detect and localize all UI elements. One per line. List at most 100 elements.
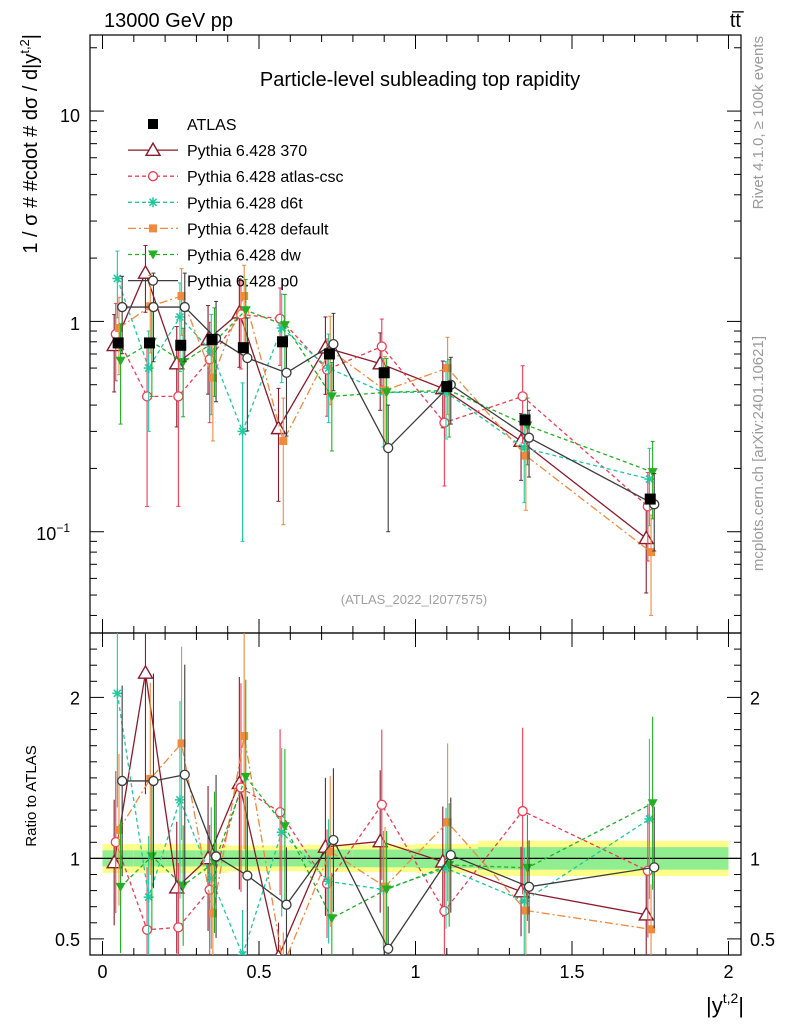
atlas-data-point <box>441 381 453 393</box>
ratio-point-p0 <box>281 899 292 910</box>
series-point-d6t <box>644 474 655 485</box>
legend-label-d6t: Pythia 6.428 d6t <box>187 195 303 212</box>
ratio-point-dw <box>522 863 533 873</box>
legend-label-atlas-csc: Pythia 6.428 atlas-csc <box>187 169 344 186</box>
ratio-line-atlas-csc <box>115 786 649 931</box>
series-point-370 <box>270 419 287 435</box>
series-point-default <box>114 324 123 333</box>
y-tick-label-1: 1 <box>70 314 80 334</box>
legend-label-370: Pythia 6.428 370 <box>187 143 307 160</box>
main-plot <box>89 34 742 634</box>
ratio-point-p0 <box>523 881 535 892</box>
ratio-point-p0 <box>148 775 159 787</box>
ratio-point-d6t <box>237 950 248 955</box>
series-point-p0 <box>383 442 394 454</box>
ratio-point-d6t <box>112 688 123 699</box>
ratio-tick-label: 2 <box>70 688 80 708</box>
series-point-default <box>240 292 249 301</box>
series-point-p0 <box>117 301 128 313</box>
series-point-atlas-csc <box>376 341 387 352</box>
ratio-point-d6t <box>174 794 185 805</box>
ratio-point-default <box>177 739 186 748</box>
legend-label-p0: Pythia 6.428 p0 <box>187 274 298 291</box>
ratio-point-p0 <box>328 834 339 846</box>
ratio-point-default <box>326 847 335 856</box>
ratio-point-dw <box>444 860 455 870</box>
series-point-p0 <box>523 432 535 443</box>
ratio-point-p0 <box>445 849 456 861</box>
ratio-point-atlas-csc <box>376 799 387 810</box>
ratio-point-370 <box>105 854 123 869</box>
legend-label-dw: Pythia 6.428 dw <box>187 248 301 265</box>
series-point-default <box>521 451 530 460</box>
x-tick-label: 1 <box>410 962 420 982</box>
ratio-tick-label: 1 <box>70 849 80 869</box>
series-point-p0 <box>148 301 159 313</box>
ratio-tick-label-right: 2 <box>750 688 760 708</box>
ratio-point-default <box>443 818 452 827</box>
legend: ATLAS Pythia 6.428 370 Pythia 6.428 atlas-… <box>128 117 344 291</box>
ratio-point-dw <box>647 799 658 809</box>
ratio-line-dw <box>120 775 653 920</box>
series-point-dw <box>115 356 126 366</box>
ratio-point-dw <box>240 772 251 782</box>
ratio-point-default <box>240 732 249 741</box>
ratio-point-d6t <box>644 813 655 824</box>
ratio-point-default <box>521 906 530 915</box>
ratio-point-370 <box>137 664 154 679</box>
main-series <box>105 245 660 616</box>
ratio-point-dw <box>279 822 290 832</box>
ratio-y-axis-title: Ratio to ATLAS <box>23 745 40 846</box>
ratio-point-default <box>279 961 287 969</box>
series-line-d6t <box>116 278 650 480</box>
ratio-point-dw <box>381 885 392 895</box>
legend-marker-d6t <box>148 197 158 208</box>
ratio-point-370 <box>638 906 655 921</box>
series-point-d6t <box>237 426 248 437</box>
series-point-p0 <box>179 301 190 313</box>
ratio-point-atlas-csc <box>517 805 528 817</box>
analysis-id: (ATLAS_2022_I2077575) <box>341 592 487 607</box>
rivet-label: Rivet 4.1.0, ≥ 100k events <box>750 36 767 209</box>
series-line-atlas-csc <box>115 313 649 507</box>
ratio-point-dw <box>115 882 126 892</box>
series-point-atlas-csc <box>517 391 528 402</box>
ratio-point-d6t <box>519 896 530 907</box>
legend-marker-atlas <box>148 119 158 129</box>
x-tick-label: 1.5 <box>559 962 584 982</box>
legend-marker-atlas-csc <box>147 171 159 182</box>
energy-label: 13000 GeV pp <box>104 10 233 32</box>
ratio-point-dw <box>146 852 157 862</box>
legend-marker-p0 <box>147 275 159 286</box>
ratio-line-370 <box>113 672 647 955</box>
series-point-370 <box>638 529 655 545</box>
series-point-p0 <box>242 352 253 364</box>
ratio-point-370 <box>274 948 283 955</box>
mcplots-label: mcplots.cern.ch [arXiv:2401.10621] <box>750 336 767 571</box>
series-point-p0 <box>328 338 339 350</box>
series-point-atlas-csc <box>173 391 184 402</box>
series-point-dw <box>178 358 189 368</box>
ratio-point-dw <box>178 881 189 891</box>
legend-marker-370 <box>144 141 162 157</box>
x-tick-label: 0 <box>98 962 108 982</box>
ratio-point-atlas-csc <box>173 922 184 933</box>
ratio-tick-label: 0.5 <box>55 930 80 950</box>
atlas-data-point <box>143 337 155 349</box>
series-point-dw <box>326 392 337 402</box>
legend-marker-default <box>149 224 157 233</box>
series-point-dw <box>240 306 251 316</box>
ratio-point-p0 <box>117 775 128 787</box>
series-point-default <box>443 364 452 373</box>
ratio-point-default <box>647 925 656 934</box>
series-point-atlas-csc <box>439 417 450 428</box>
ratio-point-default <box>114 825 123 834</box>
ratio-point-p0 <box>383 943 394 954</box>
series-point-default <box>177 292 186 301</box>
atlas-data-point <box>175 339 187 351</box>
x-tick-label: 2 <box>723 962 733 982</box>
series-point-dw <box>647 468 658 478</box>
atlas-data-point <box>112 337 124 349</box>
ratio-frame <box>89 632 742 956</box>
atlas-data-point <box>206 334 218 346</box>
